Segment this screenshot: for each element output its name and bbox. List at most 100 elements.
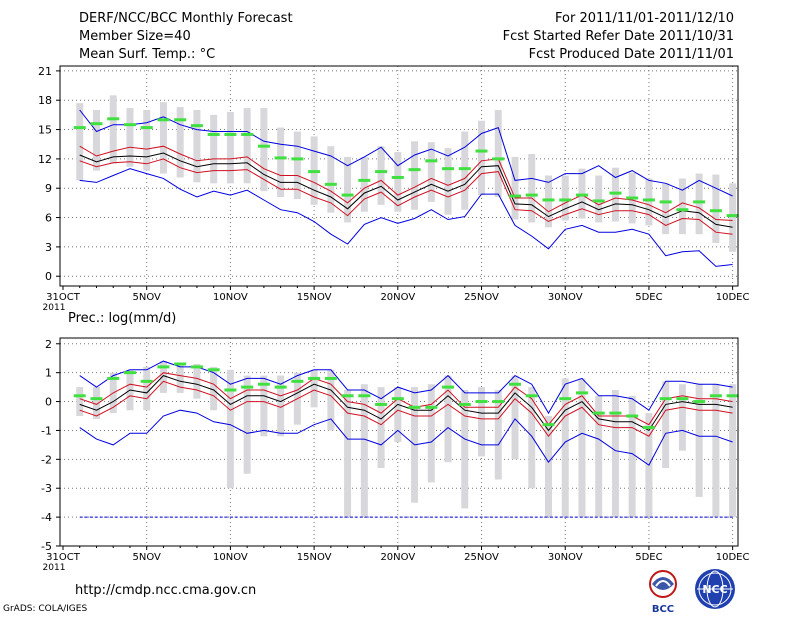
prec-xtick-label: 10NOV (213, 552, 248, 563)
temp-spread-box (427, 142, 435, 202)
temp-spread-box (478, 120, 486, 196)
prec-spread-box (92, 387, 100, 419)
temp-observed-mark (140, 126, 153, 130)
temp-spread-box (293, 131, 301, 199)
prec-observed-mark (492, 400, 505, 404)
temp-observed-mark (341, 193, 354, 197)
prec-observed-mark (274, 385, 287, 389)
prec-spread-box (327, 369, 335, 431)
temp-series-upper (79, 145, 733, 221)
prec-spread-box (260, 375, 268, 437)
ncc-logo: NCC (695, 569, 735, 609)
prec-observed-mark (308, 376, 321, 380)
temp-observed-mark (157, 118, 170, 122)
prec-series-mean (79, 375, 733, 432)
prec-xtick-label: 2011 (43, 563, 66, 573)
temp-spread-box (344, 156, 352, 223)
temp-spread-box (561, 175, 569, 221)
temp-series-lower (79, 158, 733, 235)
bcc-logo-ring (649, 570, 677, 598)
temp-series-mean (79, 152, 733, 228)
bcc-logo-swirl (652, 577, 674, 590)
temp-observed-mark (475, 149, 488, 153)
prec-xtick-label: 5DEC (635, 552, 662, 563)
temp-observed-mark (358, 178, 371, 182)
prec-xtick-label: 30NOV (548, 552, 583, 563)
temp-ytick-label: 15 (38, 124, 52, 137)
prec-spread-box (176, 364, 184, 393)
temp-observed-mark (458, 167, 471, 171)
prec-xtick-label: 20NOV (380, 552, 415, 563)
temp-spread-box (159, 102, 167, 174)
source-url[interactable]: http://cmdp.ncc.cma.gov.cn (75, 583, 257, 598)
prec-observed-mark (291, 379, 304, 383)
prec-observed-mark (207, 368, 220, 372)
prec-spread-box (377, 387, 385, 468)
prec-observed-mark (107, 376, 120, 380)
prec-spread-box (76, 387, 84, 416)
temp-observed-mark (224, 132, 237, 136)
temp-observed-mark (391, 175, 404, 179)
temp-spread-box (76, 103, 84, 181)
prec-observed-mark (375, 402, 388, 406)
prec-spread-box (226, 369, 234, 489)
prec-observed-mark (425, 405, 438, 409)
temp-spread-box (662, 183, 670, 235)
prec-spread-box (143, 366, 151, 411)
prec-observed-mark (224, 388, 237, 392)
temp-observed-mark (375, 170, 388, 174)
logos: BCC NCC (649, 569, 735, 615)
temp-spread-box (143, 110, 151, 171)
temp-xtick-label: 5NOV (133, 292, 162, 303)
prec-observed-mark (442, 385, 455, 389)
prec-ytick-label: 0 (45, 396, 52, 409)
temp-spread-box (511, 156, 519, 220)
temp-spread-box (461, 131, 469, 210)
temp-observed-mark (408, 168, 421, 172)
prec-observed-mark (726, 394, 739, 398)
temp-xtick-label: 2011 (43, 303, 66, 313)
prec-ytick-label: -2 (41, 453, 52, 466)
temp-spread-box (176, 107, 184, 178)
grads-credit: GrADS: COLA/IGES (3, 604, 88, 614)
temp-spread-box (394, 152, 402, 212)
temp-observed-mark (274, 156, 287, 160)
prec-spread-box (511, 375, 519, 460)
prec-observed-mark (676, 397, 689, 401)
temp-observed-mark (642, 198, 655, 202)
prec-ytick-label: -4 (41, 511, 52, 524)
bcc-logo-text: BCC (652, 604, 674, 615)
prec-spread-box (277, 375, 285, 437)
temp-spread-box (360, 156, 368, 212)
prec-observed-mark (257, 382, 270, 386)
temp-xtick-label: 5DEC (635, 292, 662, 303)
prec-observed-mark (709, 394, 722, 398)
temp-observed-mark (190, 124, 203, 128)
prec-spread-box (544, 416, 552, 518)
temp-observed-mark (609, 191, 622, 195)
temp-observed-mark (73, 126, 86, 130)
temp-observed-mark (492, 157, 505, 161)
prec-observed-mark (642, 426, 655, 430)
temp-spread-box (277, 127, 285, 198)
prec-spread-box (712, 384, 720, 518)
forecast-produced-date: Fcst Produced Date 2011/11/01 (528, 47, 734, 62)
temp-observed-mark (575, 193, 588, 197)
temp-spread-box (377, 146, 385, 205)
temp-xtick-label: 10NOV (213, 292, 248, 303)
temp-spread-box (226, 111, 234, 184)
prec-xtick-label: 15NOV (297, 552, 332, 563)
temp-spread-box (210, 114, 218, 184)
prec-spread-box (561, 378, 569, 518)
temp-spread-box (92, 110, 100, 171)
bcc-logo-wave (655, 580, 671, 587)
prec-observed-mark (324, 376, 337, 380)
temp-ytick-label: 21 (38, 65, 52, 78)
prec-xtick-label: 25NOV (464, 552, 499, 563)
prec-observed-mark (475, 400, 488, 404)
temp-spread-box (109, 95, 117, 164)
temp-observed-mark (659, 200, 672, 204)
temp-observed-mark (709, 209, 722, 213)
temp-spread-box (193, 110, 201, 183)
ncc-logo-meridian (706, 570, 724, 608)
